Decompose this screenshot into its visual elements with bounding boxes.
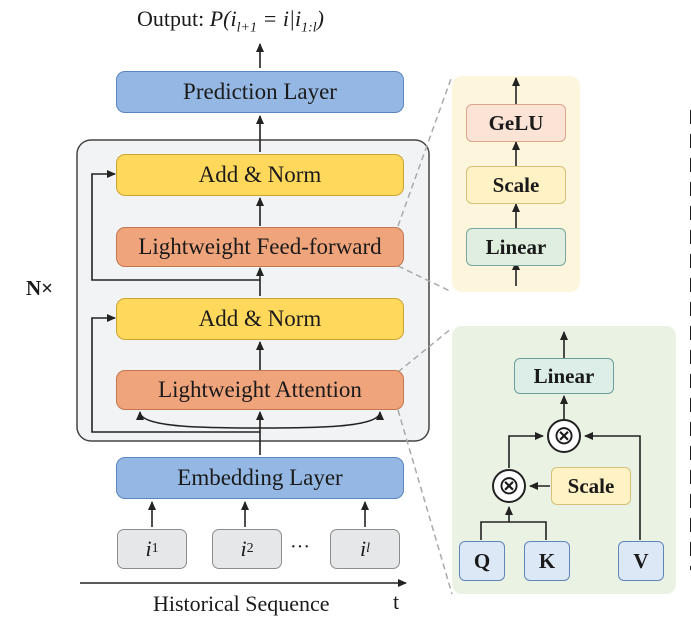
ffn-gelu-label: GeLU xyxy=(489,111,544,136)
attn-linear: Linear xyxy=(514,358,614,394)
attn-v-label: V xyxy=(633,549,648,574)
time-label: t xyxy=(393,589,399,615)
ffn-linear: Linear xyxy=(466,228,566,266)
token-1-sub: 1 xyxy=(152,541,159,557)
multiply-bottom-symbol: ⊗ xyxy=(496,471,522,501)
add-norm-top-label: Add & Norm xyxy=(199,162,322,188)
embedding-layer: Embedding Layer xyxy=(116,457,404,499)
attn-q: Q xyxy=(459,541,505,581)
embedding-layer-label: Embedding Layer xyxy=(177,465,342,491)
ffn-gelu: GeLU xyxy=(466,104,566,142)
token-2-sub: 2 xyxy=(247,541,254,557)
attn-scale: Scale xyxy=(551,467,631,505)
token-3-sub: l xyxy=(366,541,370,557)
attn-linear-label: Linear xyxy=(534,364,595,389)
prediction-layer-label: Prediction Layer xyxy=(183,79,337,105)
add-norm-bottom-label: Add & Norm xyxy=(199,306,322,332)
attn-q-label: Q xyxy=(474,549,490,574)
add-norm-bottom: Add & Norm xyxy=(116,298,404,340)
ffn-linear-label: Linear xyxy=(486,235,547,260)
feed-forward-label: Lightweight Feed-forward xyxy=(138,234,381,260)
attn-scale-label: Scale xyxy=(568,474,615,499)
attn-k: K xyxy=(524,541,570,581)
attn-v: V xyxy=(618,541,664,581)
attention-label: Lightweight Attention xyxy=(158,377,362,403)
lightweight-feed-forward: Lightweight Feed-forward xyxy=(116,227,404,267)
ffn-scale-label: Scale xyxy=(493,173,540,198)
add-norm-top: Add & Norm xyxy=(116,154,404,196)
repeat-label: N× xyxy=(26,276,53,301)
ffn-scale: Scale xyxy=(466,166,566,204)
output-formula: P(il+1 = i|i1:l) xyxy=(210,6,324,31)
output-label: Output: P(il+1 = i|i1:l) P(i_{l+1} = i |… xyxy=(137,6,324,36)
attn-k-label: K xyxy=(539,549,555,574)
token-3-sub-text: l xyxy=(366,541,370,556)
prediction-layer: Prediction Layer xyxy=(116,71,404,113)
multiply-top-symbol: ⊗ xyxy=(551,421,577,451)
lightweight-attention: Lightweight Attention xyxy=(116,370,404,410)
output-prefix: Output: xyxy=(137,6,210,31)
token-ellipsis: ··· xyxy=(290,536,310,559)
historical-sequence-label: Historical Sequence xyxy=(153,591,330,617)
